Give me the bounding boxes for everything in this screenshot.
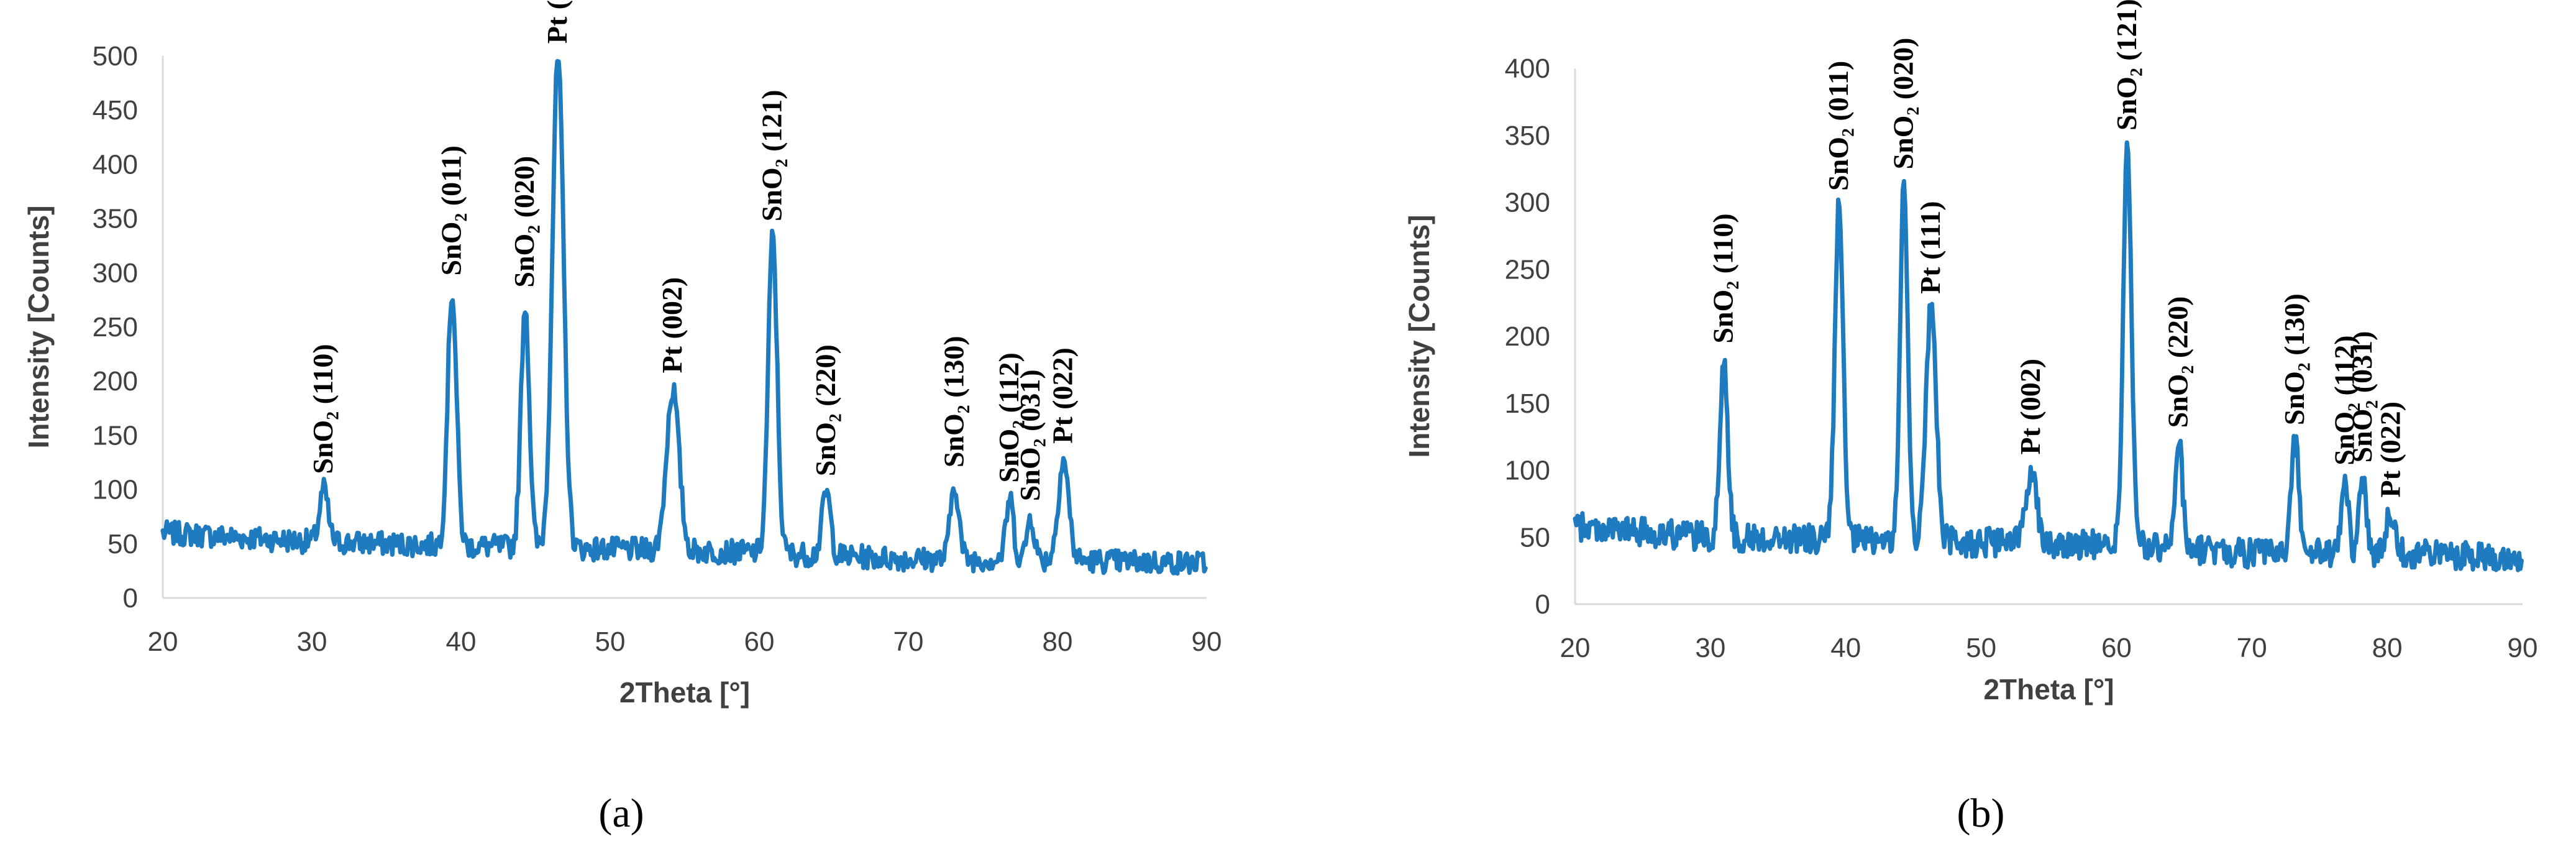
x-tick-label: 70 bbox=[2237, 633, 2267, 663]
y-tick-label: 400 bbox=[93, 149, 138, 180]
y-tick-label: 200 bbox=[1505, 321, 1550, 352]
x-axis-title: 2Theta [°] bbox=[619, 676, 750, 709]
x-tick-label: 40 bbox=[1830, 633, 1861, 663]
peak-label: SnO₂ (031) bbox=[2346, 331, 2378, 463]
y-tick-label: 50 bbox=[1520, 522, 1550, 553]
peak-label: SnO₂ (020) bbox=[1887, 38, 1919, 170]
peak-label: Pt (111) bbox=[541, 0, 573, 44]
x-tick-label: 20 bbox=[1560, 633, 1591, 663]
x-tick-label: 80 bbox=[1043, 627, 1073, 657]
x-tick-label: 70 bbox=[893, 627, 924, 657]
y-tick-label: 450 bbox=[93, 95, 138, 126]
peak-label: SnO₂ (112) bbox=[2329, 335, 2360, 465]
x-tick-label: 50 bbox=[1966, 633, 1996, 663]
diffraction-trace bbox=[1573, 140, 2524, 572]
y-axis-title: Intensity [Counts] bbox=[22, 206, 55, 449]
x-tick-label: 80 bbox=[2372, 633, 2403, 663]
y-tick-label: 0 bbox=[1535, 589, 1550, 620]
x-tick-label: 50 bbox=[595, 627, 626, 657]
peak-label: SnO₂ (121) bbox=[756, 90, 788, 221]
peak-label: SnO₂ (011) bbox=[436, 145, 467, 275]
peak-label: SnO₂ (020) bbox=[508, 156, 540, 288]
y-tick-label: 250 bbox=[1505, 254, 1550, 285]
x-tick-label: 30 bbox=[1695, 633, 1725, 663]
peak-label: SnO₂ (220) bbox=[810, 344, 841, 476]
y-tick-label: 150 bbox=[1505, 388, 1550, 419]
y-axis-title: Intensity [Counts] bbox=[1403, 215, 1435, 458]
peak-label: SnO₂ (121) bbox=[2111, 0, 2142, 131]
y-tick-label: 500 bbox=[93, 41, 138, 71]
y-tick-label: 400 bbox=[1505, 53, 1550, 84]
peak-label: SnO₂ (112) bbox=[993, 352, 1025, 482]
x-tick-label: 30 bbox=[297, 627, 327, 657]
x-tick-label: 40 bbox=[446, 627, 477, 657]
x-axis-title: 2Theta [°] bbox=[1983, 673, 2114, 705]
peak-label: Pt (002) bbox=[2014, 359, 2046, 455]
chart-panel-b: 0 50 100 150 200 250 300 350 400 20 30 40 50 60 70 80 90… bbox=[1403, 0, 2537, 836]
peak-label: SnO₂ (130) bbox=[2278, 293, 2310, 425]
peak-label: Pt (022) bbox=[2375, 402, 2406, 498]
panel-label: (a) bbox=[598, 791, 644, 836]
y-tick-label: 150 bbox=[93, 420, 138, 451]
y-tick-label: 250 bbox=[93, 312, 138, 342]
x-tick-label: 60 bbox=[744, 627, 775, 657]
peak-label: SnO₂ (110) bbox=[307, 344, 339, 474]
peak-label: SnO₂ (011) bbox=[1822, 61, 1854, 191]
x-tick-label: 60 bbox=[2101, 633, 2132, 663]
y-tick-label: 0 bbox=[123, 583, 138, 613]
peak-label: SnO₂ (110) bbox=[1707, 213, 1739, 343]
panel-label: (b) bbox=[1957, 791, 2005, 836]
x-tick-label: 90 bbox=[2508, 633, 2538, 663]
peak-label: SnO₂ (031) bbox=[1014, 369, 1046, 501]
chart-panel-a: 0 50 100 150 200 250 300 350 400 450 500 20 30 40 50 60… bbox=[22, 0, 1222, 836]
y-tick-label: 350 bbox=[1505, 121, 1550, 151]
y-tick-label: 100 bbox=[1505, 456, 1550, 486]
peak-label: Pt (002) bbox=[656, 277, 688, 374]
y-tick-label: 300 bbox=[1505, 188, 1550, 218]
y-tick-label: 200 bbox=[93, 366, 138, 397]
peak-label: SnO₂ (220) bbox=[2162, 296, 2194, 428]
y-tick-label: 100 bbox=[93, 475, 138, 505]
x-tick-label: 90 bbox=[1192, 627, 1222, 657]
y-tick-label: 350 bbox=[93, 204, 138, 234]
y-tick-label: 50 bbox=[107, 529, 138, 559]
peak-label: SnO₂ (130) bbox=[938, 336, 969, 467]
peak-label: Pt (022) bbox=[1047, 347, 1079, 444]
x-tick-label: 20 bbox=[148, 627, 178, 657]
y-tick-label: 300 bbox=[93, 258, 138, 288]
peak-label: Pt (111) bbox=[1914, 201, 1946, 293]
diffraction-trace bbox=[160, 58, 1208, 576]
